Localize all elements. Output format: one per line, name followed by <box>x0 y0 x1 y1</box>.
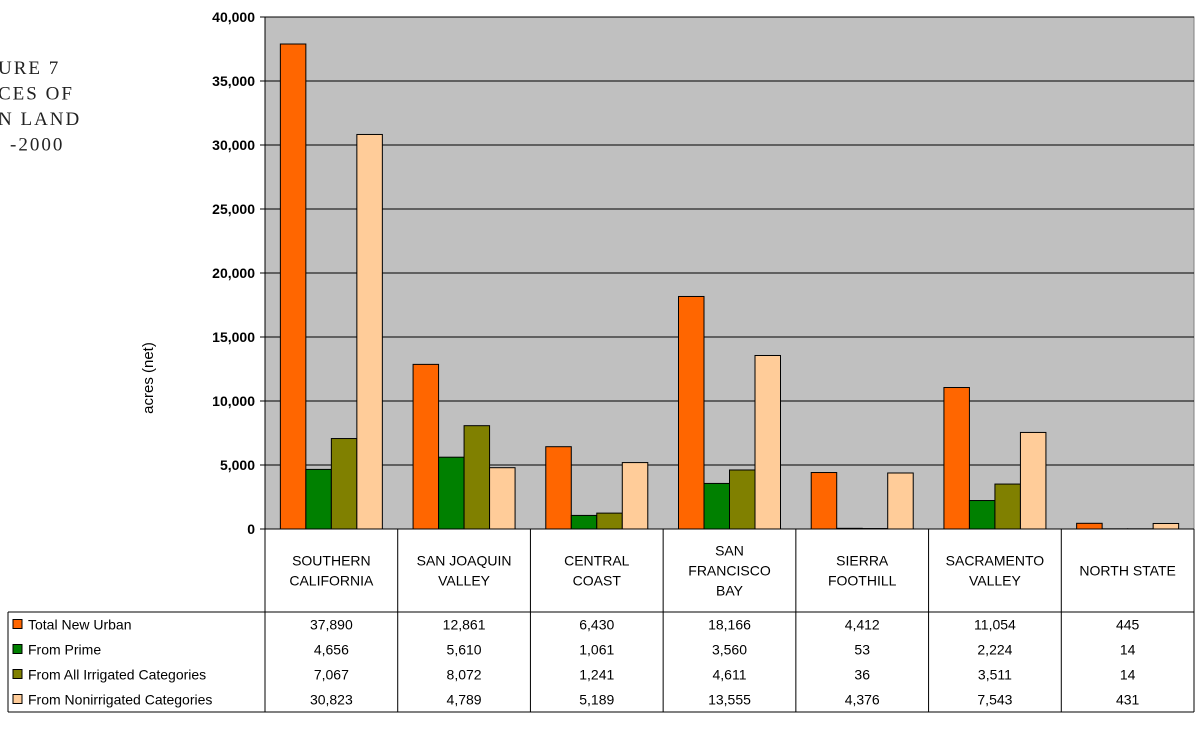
data-label: 6,430 <box>579 617 614 633</box>
data-label: 37,890 <box>310 617 353 633</box>
x-category-label: COAST <box>573 573 622 589</box>
bar <box>570 514 598 530</box>
x-category-label: FOOTHILL <box>828 573 897 589</box>
y-tick-label: 10,000 <box>212 393 255 409</box>
data-label: 4,611 <box>713 667 747 683</box>
bar <box>1152 522 1180 530</box>
bar <box>356 133 383 530</box>
data-label: 18,166 <box>708 617 751 633</box>
data-label: 4,789 <box>447 692 482 708</box>
legend-swatch <box>12 619 23 629</box>
data-label: 7,543 <box>977 692 1012 708</box>
data-label: 53 <box>854 642 870 658</box>
legend-swatch <box>12 644 23 654</box>
y-tick-label: 40,000 <box>212 9 255 25</box>
data-label: 1,061 <box>579 642 614 658</box>
x-category-label: BAY <box>716 583 744 599</box>
figure-title-line: URE 7 <box>0 58 60 79</box>
data-label: 3,511 <box>978 667 1012 683</box>
x-category-label: CALIFORNIA <box>289 573 374 589</box>
y-tick-label: 5,000 <box>220 457 255 473</box>
bar <box>729 469 756 530</box>
y-tick-label: 25,000 <box>212 201 255 217</box>
data-label: 14 <box>1120 642 1136 658</box>
x-category-label: NORTH STATE <box>1079 563 1175 579</box>
data-label: 431 <box>1116 692 1140 708</box>
bar <box>545 446 572 530</box>
data-label: 5,610 <box>447 642 482 658</box>
bar <box>994 483 1021 530</box>
y-axis-label: acres (net) <box>140 342 157 414</box>
data-label: 4,412 <box>845 617 880 633</box>
bar <box>810 472 838 530</box>
x-category-label: SAN JOAQUIN <box>417 553 512 569</box>
data-label: 4,656 <box>314 642 349 658</box>
data-label: 8,072 <box>447 667 482 683</box>
legend-entry: From All Irrigated Categories <box>28 667 206 683</box>
bar <box>1019 431 1047 530</box>
y-tick-label: 30,000 <box>212 137 255 153</box>
data-label: 1,241 <box>579 667 614 683</box>
bar <box>463 425 491 530</box>
legend-entry: Total New Urban <box>28 617 132 633</box>
data-label: 3,560 <box>712 642 747 658</box>
data-label: 36 <box>854 667 870 683</box>
figure-title-line: -2000 <box>10 135 64 156</box>
bar <box>596 512 623 530</box>
data-label: 2,224 <box>977 642 1012 658</box>
data-label: 30,823 <box>310 692 353 708</box>
data-label: 4,376 <box>845 692 880 708</box>
bar <box>305 468 332 530</box>
legend-swatch <box>12 669 23 679</box>
bar <box>438 456 465 530</box>
data-label: 13,555 <box>708 692 751 708</box>
bar <box>489 467 516 530</box>
bar <box>279 43 307 530</box>
data-label: 5,189 <box>579 692 614 708</box>
x-category-label: FRANCISCO <box>688 563 771 579</box>
bar <box>703 482 730 530</box>
bar <box>621 462 649 530</box>
y-tick-label: 0 <box>247 521 255 537</box>
data-label: 445 <box>1116 617 1140 633</box>
figure-title: URE 7 CES OF N LAND -2000 <box>0 58 81 156</box>
legend-entry: From Prime <box>28 642 101 658</box>
data-label: 11,054 <box>974 617 1016 633</box>
data-label: 12,861 <box>443 617 486 633</box>
bar <box>412 363 440 530</box>
bar <box>887 472 914 530</box>
bar <box>1076 522 1103 530</box>
x-category-label: SAN <box>715 543 744 559</box>
bar <box>678 295 705 530</box>
data-label: 14 <box>1120 667 1136 683</box>
y-tick-label: 20,000 <box>212 265 255 281</box>
y-tick-label: 35,000 <box>212 73 255 89</box>
bar <box>754 354 781 530</box>
data-label: 7,067 <box>314 667 349 683</box>
figure-title-line: CES OF <box>0 84 74 105</box>
figure-title-line: N LAND <box>0 109 81 130</box>
x-category-label: VALLEY <box>969 573 1022 589</box>
legend-swatch <box>12 694 23 704</box>
bar <box>330 438 358 530</box>
x-category-label: VALLEY <box>438 573 491 589</box>
bars <box>279 43 1180 530</box>
x-category-label: SIERRA <box>836 553 889 569</box>
data-table: SOUTHERN CALIFORNIA SAN JOAQUIN VALLEY CENTR… <box>7 529 1195 713</box>
y-axis: 0 5,000 10,000 15,000 20,000 25,000 30,000 35,0… <box>212 9 1194 537</box>
x-category-label: SACRAMENTO <box>946 553 1045 569</box>
y-tick-label: 15,000 <box>212 329 255 345</box>
legend-entry: From Nonirrigated Categories <box>28 692 212 708</box>
x-category-label: SOUTHERN <box>292 553 371 569</box>
bar <box>943 387 970 530</box>
x-category-label: CENTRAL <box>564 553 630 569</box>
bar <box>968 500 996 530</box>
